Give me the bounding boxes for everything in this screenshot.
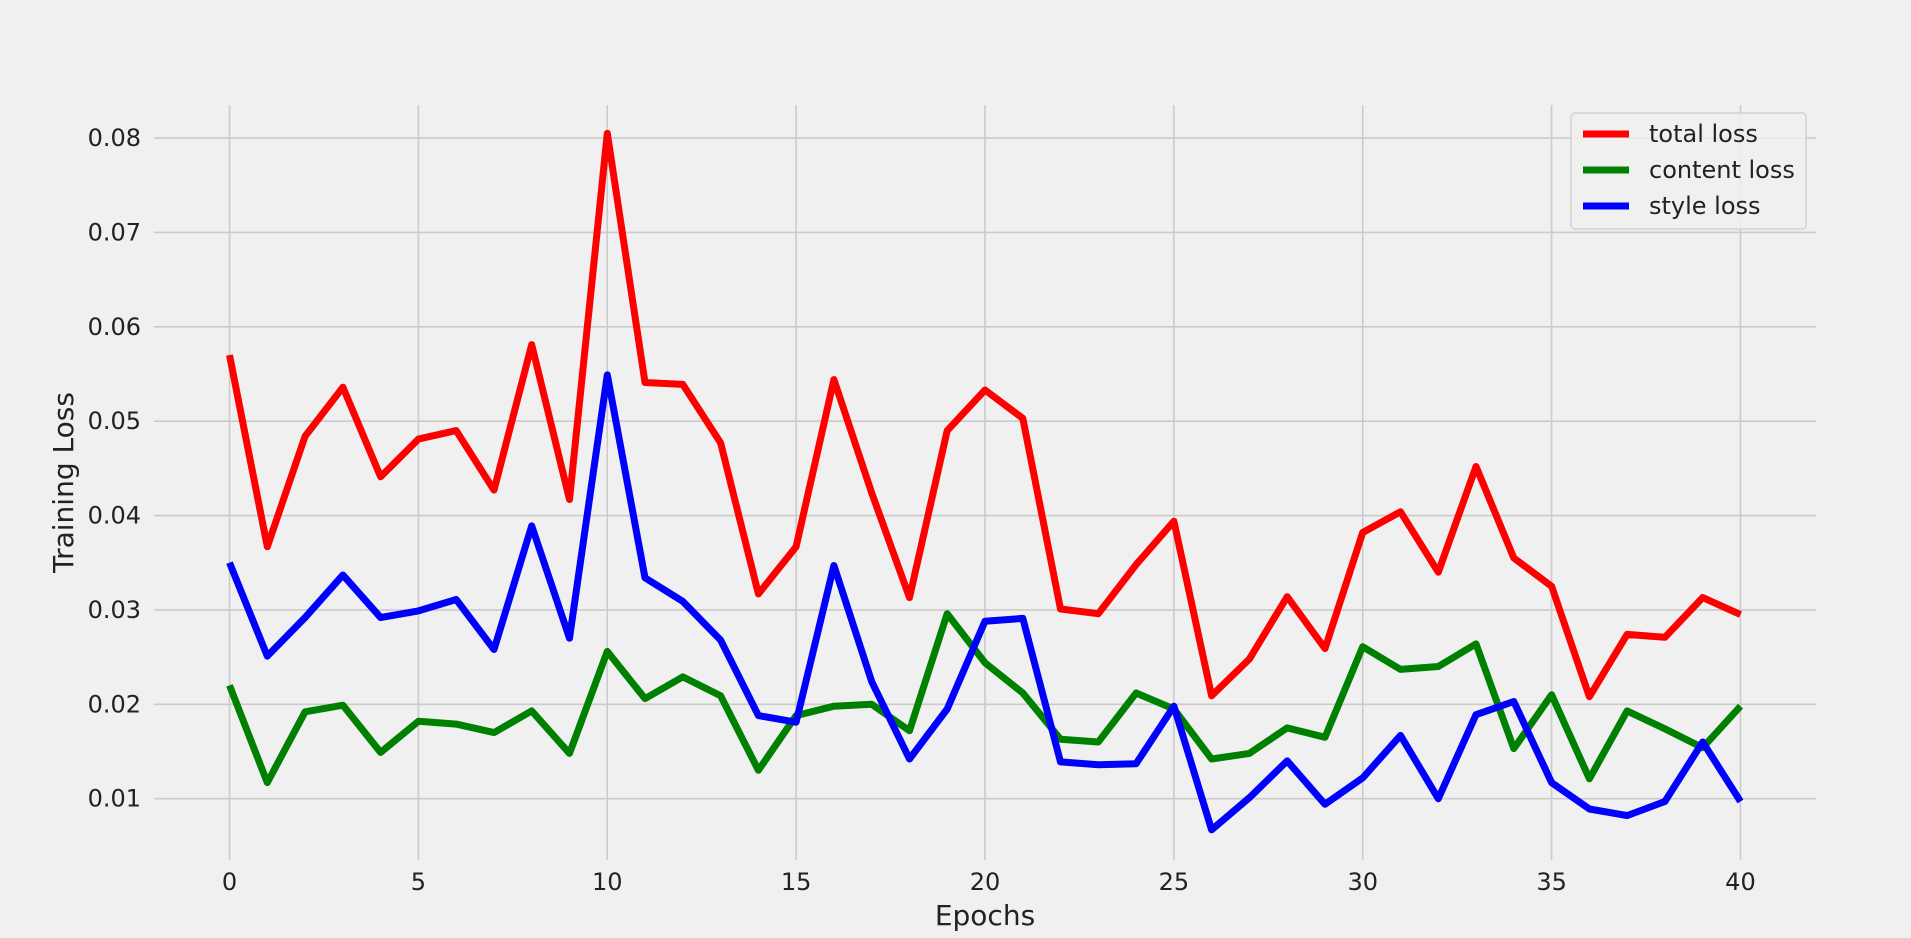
y-tick-label: 0.05: [88, 407, 141, 435]
style-loss-line: [226, 371, 1744, 834]
content-loss-legend-label: content loss: [1649, 156, 1795, 184]
x-tick-label: 5: [411, 868, 426, 896]
x-tick-label: 10: [592, 868, 623, 896]
tick-labels: 0 5 10 15 20 25 30 35 40 0.01 0.02 0.03 0.04 0.05 0.06…: [88, 124, 1756, 896]
x-tick-label: 25: [1159, 868, 1190, 896]
x-axis-title: Epochs: [935, 899, 1035, 932]
grid: [154, 105, 1816, 860]
x-tick-label: 30: [1347, 868, 1378, 896]
y-tick-label: 0.08: [88, 124, 141, 152]
content-loss-line: [226, 610, 1744, 787]
total-loss-line: [226, 129, 1742, 701]
series-lines: [226, 129, 1744, 834]
legend-box: [1570, 112, 1807, 230]
x-tick-label: 15: [781, 868, 812, 896]
y-axis-title: Training Loss: [47, 392, 80, 574]
x-tick-label: 40: [1725, 868, 1756, 896]
style-loss-legend-label: style loss: [1649, 192, 1761, 220]
x-tick-label: 20: [970, 868, 1001, 896]
total-loss-legend-label: total loss: [1649, 120, 1758, 148]
x-tick-label: 35: [1536, 868, 1567, 896]
x-tick-label: 0: [222, 868, 237, 896]
y-tick-label: 0.01: [88, 785, 141, 813]
y-tick-label: 0.06: [88, 313, 141, 341]
legend: total loss content loss style loss: [1570, 112, 1807, 230]
y-tick-label: 0.04: [88, 502, 141, 530]
y-tick-label: 0.03: [88, 596, 141, 624]
y-tick-label: 0.02: [88, 690, 141, 718]
y-tick-label: 0.07: [88, 218, 141, 246]
